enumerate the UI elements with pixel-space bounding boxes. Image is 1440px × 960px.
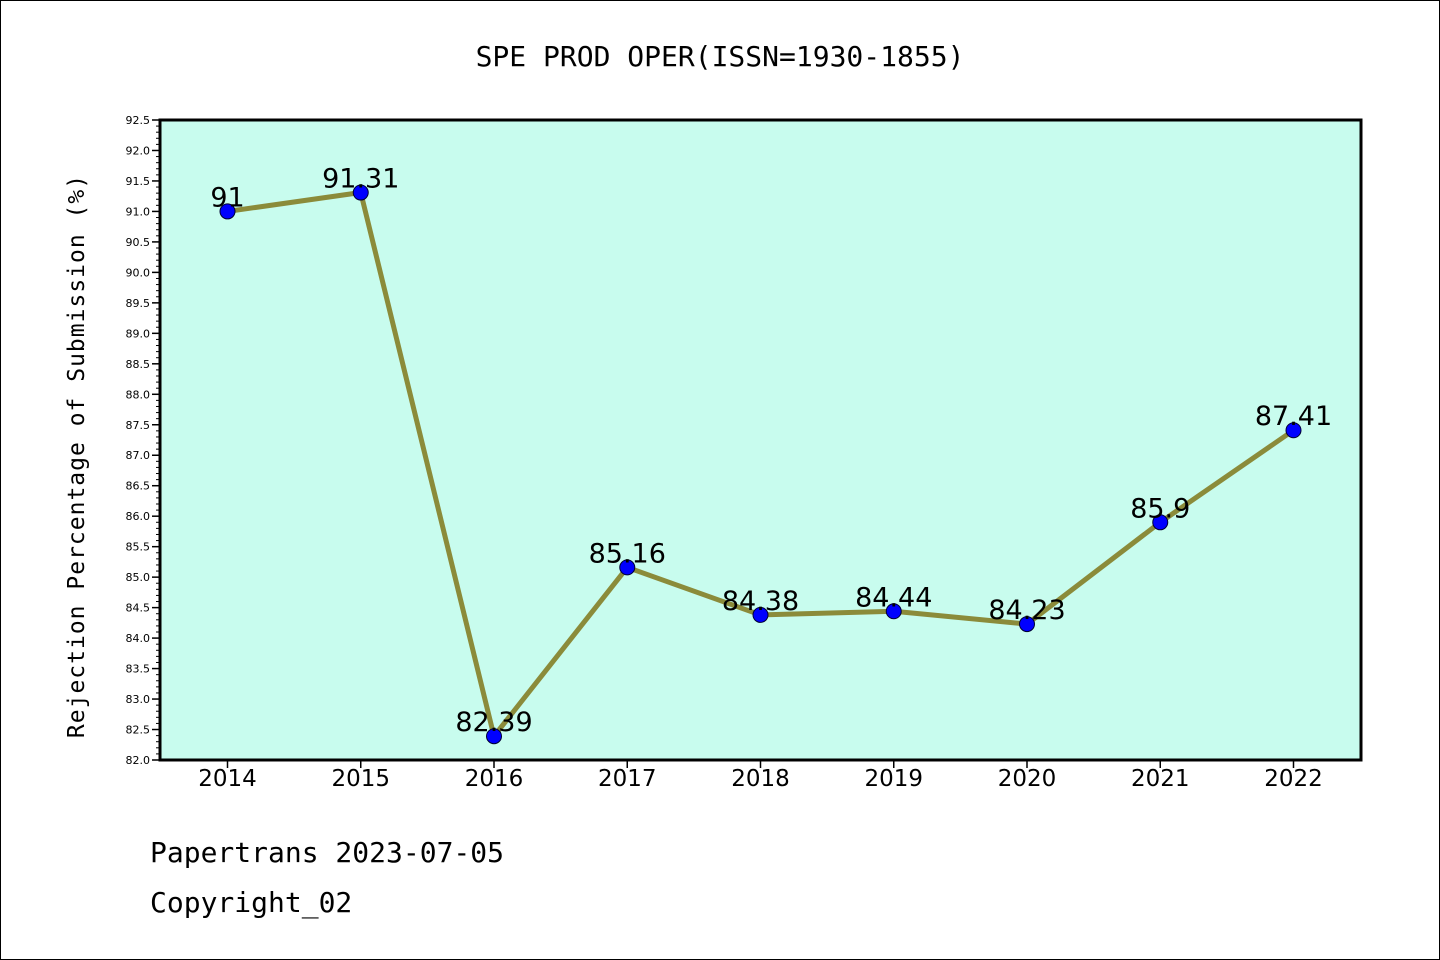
data-label: 87.41 [1255,401,1332,432]
footer-date: Papertrans 2023-07-05 [150,836,505,869]
y-tick-label: 88.5 [126,358,151,371]
y-tick-label: 83.5 [126,663,151,676]
x-tick-label: 2016 [465,766,524,792]
y-tick-label: 89.0 [126,327,151,340]
data-label: 91.31 [322,164,399,195]
y-tick-label: 84.5 [126,602,151,615]
data-label: 91 [210,182,244,213]
data-label: 82.39 [455,707,532,738]
x-tick-label: 2015 [331,766,390,792]
data-point [1285,422,1302,439]
y-tick-label: 89.5 [126,297,151,310]
data-point [1152,514,1169,531]
x-tick-label: 2020 [998,766,1057,792]
footer-copyright: Copyright_02 [150,886,353,919]
x-tick-label: 2021 [1131,766,1190,792]
y-tick-label: 87.5 [126,419,151,432]
data-label: 84.38 [722,586,799,617]
y-tick-label: 91.0 [126,205,151,218]
y-axis: 82.0 82.5 83.0 83.5 84.0 84.5 85.0 85.5 86.0 86.5… [126,114,160,767]
x-tick-label: 2018 [731,766,790,792]
chart-title: SPE PROD OPER(ISSN=1930-1855) [476,40,965,73]
data-point [1019,616,1035,633]
series-markers [219,184,1302,745]
y-tick-label: 87.0 [126,449,151,462]
x-tick-label: 2017 [598,766,657,792]
y-tick-label: 83.0 [126,693,151,706]
plot-area [158,118,1363,762]
y-tick-label: 84.0 [126,632,151,645]
y-tick-label: 85.5 [126,541,151,554]
data-point [219,203,236,220]
y-tick-label: 86.5 [126,480,151,493]
x-axis: 2014 2015 2016 2017 2018 2019 2020 2021 2022 [198,760,1323,792]
y-tick-label: 90.0 [126,266,151,279]
x-tick-label: 2014 [198,766,257,792]
x-tick-label: 2022 [1264,766,1323,792]
y-tick-label: 82.5 [126,724,151,737]
data-point [885,603,902,620]
y-axis-label: Rejection Percentage of Submission (%) [64,174,90,738]
y-tick-label: 91.5 [126,175,151,188]
y-tick-label: 86.0 [126,510,151,523]
data-label: 84.23 [988,595,1065,626]
y-tick-label: 92.0 [126,144,151,157]
data-point [486,728,502,745]
data-label: 84.44 [855,582,932,613]
data-labels: 91 91.31 82.39 85.16 84.38 84.44 84.23 85.9 87.4… [210,164,1332,739]
data-label: 85.9 [1130,493,1190,524]
data-point [752,606,769,623]
y-tick-label: 88.0 [126,388,151,401]
x-tick-label: 2019 [864,766,923,792]
y-tick-label: 85.0 [126,571,151,584]
data-point [619,559,636,576]
data-label: 85.16 [589,538,666,569]
y-tick-label: 90.5 [126,236,151,249]
y-tick-label: 82.0 [126,754,151,767]
data-point [352,184,369,201]
y-tick-label: 92.5 [126,114,151,127]
